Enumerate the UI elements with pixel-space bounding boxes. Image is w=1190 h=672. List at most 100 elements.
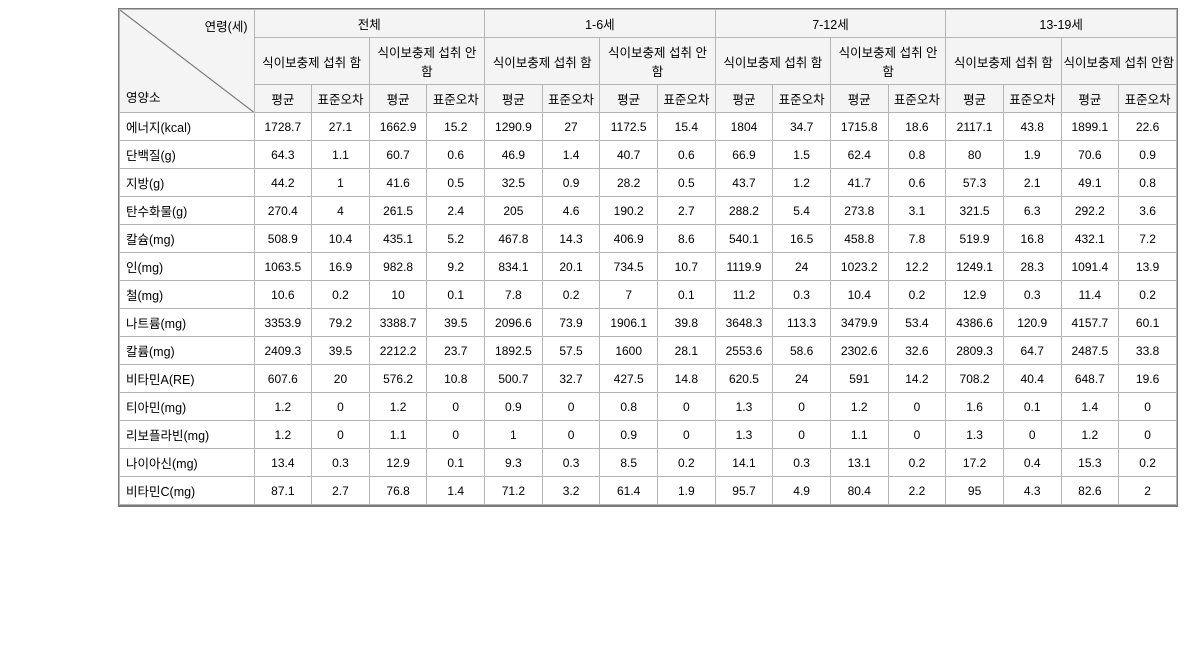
data-cell: 57.5 bbox=[542, 337, 600, 365]
data-cell: 80.4 bbox=[830, 477, 888, 505]
data-cell: 1662.9 bbox=[369, 113, 427, 141]
data-cell: 0.6 bbox=[658, 141, 716, 169]
data-cell: 576.2 bbox=[369, 365, 427, 393]
data-cell: 15.2 bbox=[427, 113, 485, 141]
data-cell: 508.9 bbox=[254, 225, 312, 253]
row-label: 에너지(kcal) bbox=[120, 113, 255, 141]
data-cell: 1.9 bbox=[658, 477, 716, 505]
data-cell: 0.9 bbox=[1119, 141, 1177, 169]
data-cell: 519.9 bbox=[946, 225, 1004, 253]
data-cell: 1290.9 bbox=[485, 113, 543, 141]
data-cell: 273.8 bbox=[830, 197, 888, 225]
data-cell: 39.5 bbox=[312, 337, 370, 365]
data-cell: 10.4 bbox=[312, 225, 370, 253]
col-mean: 평균 bbox=[946, 85, 1004, 113]
data-cell: 0.1 bbox=[658, 281, 716, 309]
data-cell: 0 bbox=[773, 393, 831, 421]
data-cell: 3.2 bbox=[542, 477, 600, 505]
nutrient-table: 연령(세) 영양소 전체1-6세7-12세13-19세 식이보충제 섭취 함식이… bbox=[119, 9, 1177, 505]
data-cell: 9.2 bbox=[427, 253, 485, 281]
data-cell: 4 bbox=[312, 197, 370, 225]
table-row: 지방(g)44.2141.60.532.50.928.20.543.71.241… bbox=[120, 169, 1177, 197]
data-cell: 0.3 bbox=[1003, 281, 1061, 309]
data-cell: 0 bbox=[773, 421, 831, 449]
data-cell: 591 bbox=[830, 365, 888, 393]
data-cell: 2 bbox=[1119, 477, 1177, 505]
data-cell: 64.3 bbox=[254, 141, 312, 169]
data-cell: 3648.3 bbox=[715, 309, 773, 337]
data-cell: 113.3 bbox=[773, 309, 831, 337]
data-cell: 12.2 bbox=[888, 253, 946, 281]
row-label: 비타민A(RE) bbox=[120, 365, 255, 393]
data-cell: 427.5 bbox=[600, 365, 658, 393]
data-cell: 2.4 bbox=[427, 197, 485, 225]
table-row: 에너지(kcal)1728.727.11662.915.21290.927117… bbox=[120, 113, 1177, 141]
data-cell: 60.1 bbox=[1119, 309, 1177, 337]
col-se: 표준오차 bbox=[542, 85, 600, 113]
data-cell: 5.2 bbox=[427, 225, 485, 253]
data-cell: 18.6 bbox=[888, 113, 946, 141]
data-cell: 49.1 bbox=[1061, 169, 1119, 197]
data-cell: 4157.7 bbox=[1061, 309, 1119, 337]
row-label: 나이아신(mg) bbox=[120, 449, 255, 477]
data-cell: 87.1 bbox=[254, 477, 312, 505]
data-cell: 0.2 bbox=[888, 281, 946, 309]
data-cell: 40.4 bbox=[1003, 365, 1061, 393]
col-mean: 평균 bbox=[254, 85, 312, 113]
col-se: 표준오차 bbox=[888, 85, 946, 113]
data-cell: 12.9 bbox=[369, 449, 427, 477]
row-label: 나트륨(mg) bbox=[120, 309, 255, 337]
data-cell: 3479.9 bbox=[830, 309, 888, 337]
col-mean: 평균 bbox=[600, 85, 658, 113]
data-cell: 1804 bbox=[715, 113, 773, 141]
data-cell: 1728.7 bbox=[254, 113, 312, 141]
data-cell: 12.9 bbox=[946, 281, 1004, 309]
data-cell: 0 bbox=[542, 393, 600, 421]
sub-header-take: 식이보충제 섭취 함 bbox=[946, 38, 1061, 85]
data-cell: 13.9 bbox=[1119, 253, 1177, 281]
col-se: 표준오차 bbox=[312, 85, 370, 113]
data-cell: 834.1 bbox=[485, 253, 543, 281]
data-cell: 982.8 bbox=[369, 253, 427, 281]
data-cell: 1.5 bbox=[773, 141, 831, 169]
col-se: 표준오차 bbox=[773, 85, 831, 113]
data-cell: 61.4 bbox=[600, 477, 658, 505]
row-label: 티아민(mg) bbox=[120, 393, 255, 421]
data-cell: 708.2 bbox=[946, 365, 1004, 393]
data-cell: 95.7 bbox=[715, 477, 773, 505]
data-cell: 28.3 bbox=[1003, 253, 1061, 281]
data-cell: 0.2 bbox=[1119, 281, 1177, 309]
table-row: 비타민C(mg)87.12.776.81.471.23.261.41.995.7… bbox=[120, 477, 1177, 505]
data-cell: 0.9 bbox=[485, 393, 543, 421]
data-cell: 0 bbox=[888, 421, 946, 449]
data-cell: 14.8 bbox=[658, 365, 716, 393]
data-cell: 0.9 bbox=[542, 169, 600, 197]
data-cell: 27 bbox=[542, 113, 600, 141]
data-cell: 288.2 bbox=[715, 197, 773, 225]
age-group-header: 7-12세 bbox=[715, 10, 946, 38]
row-label: 칼륨(mg) bbox=[120, 337, 255, 365]
col-mean: 평균 bbox=[369, 85, 427, 113]
data-cell: 3388.7 bbox=[369, 309, 427, 337]
table-row: 티아민(mg)1.201.200.900.801.301.201.60.11.4… bbox=[120, 393, 1177, 421]
row-label: 인(mg) bbox=[120, 253, 255, 281]
data-cell: 2.7 bbox=[312, 477, 370, 505]
data-cell: 8.5 bbox=[600, 449, 658, 477]
data-cell: 0 bbox=[1119, 421, 1177, 449]
data-cell: 1.2 bbox=[1061, 421, 1119, 449]
data-cell: 120.9 bbox=[1003, 309, 1061, 337]
data-cell: 34.7 bbox=[773, 113, 831, 141]
data-cell: 73.9 bbox=[542, 309, 600, 337]
data-cell: 15.4 bbox=[658, 113, 716, 141]
data-cell: 58.6 bbox=[773, 337, 831, 365]
data-cell: 1.3 bbox=[715, 393, 773, 421]
data-cell: 17.2 bbox=[946, 449, 1004, 477]
data-cell: 19.6 bbox=[1119, 365, 1177, 393]
data-cell: 7 bbox=[600, 281, 658, 309]
row-label: 비타민C(mg) bbox=[120, 477, 255, 505]
data-cell: 71.2 bbox=[485, 477, 543, 505]
col-mean: 평균 bbox=[830, 85, 888, 113]
data-cell: 23.7 bbox=[427, 337, 485, 365]
data-cell: 0 bbox=[542, 421, 600, 449]
row-label: 지방(g) bbox=[120, 169, 255, 197]
